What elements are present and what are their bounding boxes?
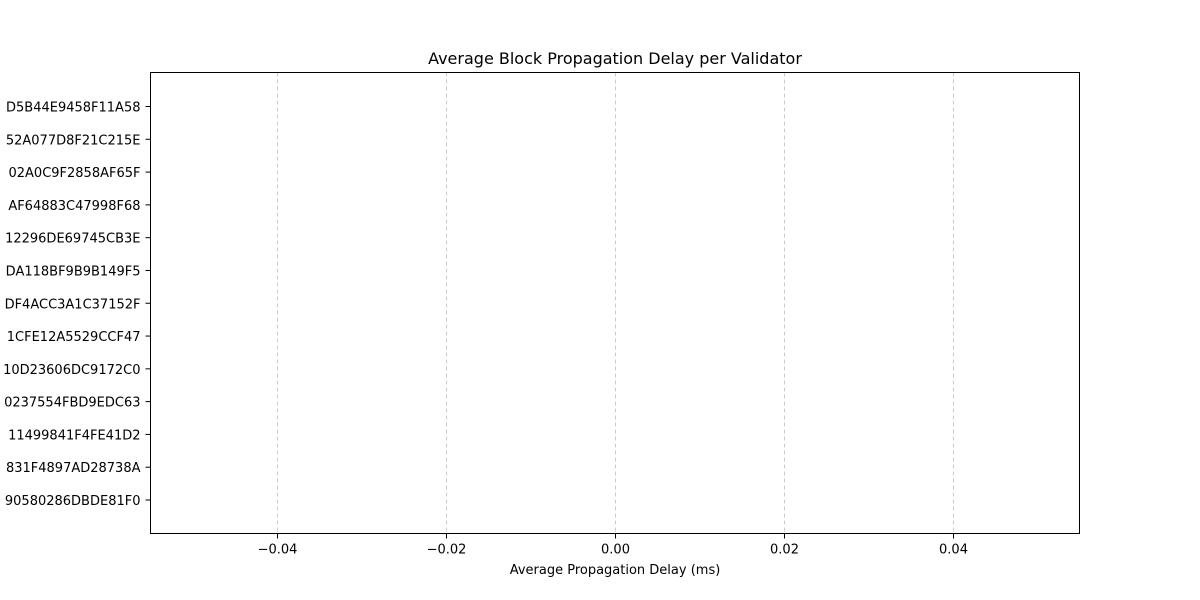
y-tick-label: DA118BF9B9B149F5 bbox=[6, 264, 141, 279]
y-tick-label: 0237554FBD9EDC63 bbox=[4, 396, 140, 411]
chart-title: Average Block Propagation Delay per Vali… bbox=[428, 49, 802, 68]
y-tick-label: 52A077D8F21C215E bbox=[6, 133, 141, 148]
plot-area bbox=[150, 72, 1080, 534]
x-tick-label: −0.04 bbox=[258, 543, 298, 558]
y-tick-label: AF64883C47998F68 bbox=[8, 199, 140, 214]
y-tick-label: 12296DE69745CB3E bbox=[5, 232, 140, 247]
x-tick-label: 0.04 bbox=[939, 543, 968, 558]
y-tick-label: 831F4897AD28738A bbox=[6, 461, 141, 476]
y-tick-label: D5B44E9458F11A58 bbox=[6, 101, 141, 116]
y-tick-label: 1CFE12A5529CCF47 bbox=[7, 330, 141, 345]
grid-lines bbox=[277, 72, 954, 534]
y-tick-label: 02A0C9F2858AF65F bbox=[8, 166, 140, 181]
x-axis-ticks: −0.04 −0.02 0.00 0.02 0.04 bbox=[258, 533, 968, 558]
y-tick-label: 90580286DBDE81F0 bbox=[5, 494, 141, 509]
x-axis-label: Average Propagation Delay (ms) bbox=[510, 563, 721, 578]
x-tick-label: −0.02 bbox=[427, 543, 467, 558]
y-tick-label: 11499841F4FE41D2 bbox=[8, 428, 140, 443]
x-tick-label: 0.02 bbox=[770, 543, 799, 558]
y-tick-label: DF4ACC3A1C37152F bbox=[5, 297, 141, 312]
y-axis-ticks: D5B44E9458F11A58 52A077D8F21C215E 02A0C9F2… bbox=[3, 101, 151, 509]
x-tick-label: 0.00 bbox=[601, 543, 630, 558]
y-tick-label: 10D23606DC9172C0 bbox=[3, 363, 140, 378]
